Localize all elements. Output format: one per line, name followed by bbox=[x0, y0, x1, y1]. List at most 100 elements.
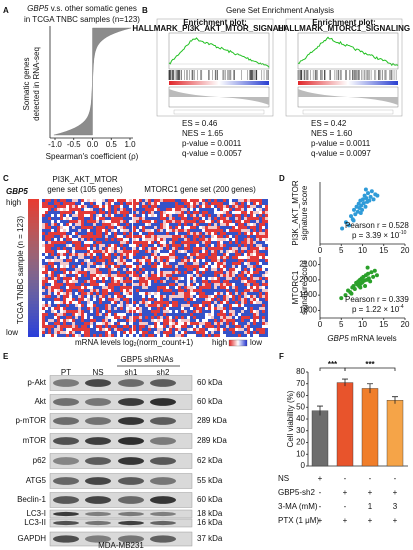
heatmap-cell bbox=[196, 208, 199, 211]
heatmap-cell bbox=[193, 322, 196, 325]
heatmap-cell bbox=[93, 319, 96, 322]
heatmap-cell bbox=[66, 226, 69, 229]
heatmap-cell bbox=[178, 220, 181, 223]
heatmap-cell bbox=[48, 319, 51, 322]
heatmap-cell bbox=[202, 331, 205, 334]
heatmap-cell bbox=[96, 244, 99, 247]
heatmap-cell bbox=[220, 334, 223, 337]
gbp5-strip-cell bbox=[28, 292, 39, 295]
heatmap-cell bbox=[190, 220, 193, 223]
heatmap-cell bbox=[262, 274, 265, 277]
heatmap-cell bbox=[99, 307, 102, 310]
heatmap-cell bbox=[69, 298, 72, 301]
heatmap-cell bbox=[81, 274, 84, 277]
heatmap-cell bbox=[205, 247, 208, 250]
heatmap-cell bbox=[226, 220, 229, 223]
heatmap-cell bbox=[75, 220, 78, 223]
heatmap-cell bbox=[217, 244, 220, 247]
heatmap-cell bbox=[96, 262, 99, 265]
heatmap-cell bbox=[244, 331, 247, 334]
heatmap-cell bbox=[232, 325, 235, 328]
heatmap-cell bbox=[139, 325, 142, 328]
heatmap-cell bbox=[72, 262, 75, 265]
heatmap-cell bbox=[259, 325, 262, 328]
heatmap-cell bbox=[139, 331, 142, 334]
heatmap-cell bbox=[48, 202, 51, 205]
heatmap-cell bbox=[247, 295, 250, 298]
heatmap-cell bbox=[241, 202, 244, 205]
heatmap-cell bbox=[75, 208, 78, 211]
heatmap-cell bbox=[99, 304, 102, 307]
heatmap-cell bbox=[184, 334, 187, 337]
heatmap-cell bbox=[259, 253, 262, 256]
heatmap-cell bbox=[256, 283, 259, 286]
heatmap-cell bbox=[129, 268, 132, 271]
heatmap-cell bbox=[208, 307, 211, 310]
heatmap-cell bbox=[108, 208, 111, 211]
heatmap-cell bbox=[69, 292, 72, 295]
heatmap-cell bbox=[175, 286, 178, 289]
heatmap-cell bbox=[181, 322, 184, 325]
heatmap-cell bbox=[114, 298, 117, 301]
heatmap-cell bbox=[235, 214, 238, 217]
treatment-cell: 3 bbox=[393, 502, 398, 511]
heatmap-cell bbox=[142, 283, 145, 286]
gsea-stat: p-value = 0.0011 bbox=[182, 139, 242, 148]
heatmap-cell bbox=[84, 229, 87, 232]
heatmap-cell bbox=[63, 298, 66, 301]
heatmap-cell bbox=[142, 319, 145, 322]
heatmap-cell bbox=[57, 214, 60, 217]
heatmap-cell bbox=[184, 232, 187, 235]
heatmap-cell bbox=[262, 286, 265, 289]
heatmap-cell bbox=[166, 322, 169, 325]
heatmap-cell bbox=[111, 295, 114, 298]
heatmap-cell bbox=[154, 295, 157, 298]
heatmap-cell bbox=[108, 241, 111, 244]
heatmap-cell bbox=[69, 208, 72, 211]
heatmap-cell bbox=[57, 322, 60, 325]
heatmap-cell bbox=[202, 310, 205, 313]
legend-text: (norm_count+1) bbox=[136, 338, 193, 347]
heatmap-cell bbox=[229, 307, 232, 310]
heatmap-cell bbox=[87, 241, 90, 244]
heatmap-cell bbox=[93, 328, 96, 331]
heatmap-cell bbox=[57, 262, 60, 265]
heatmap-cell bbox=[166, 241, 169, 244]
heatmap-cell bbox=[244, 199, 247, 202]
heatmap-cell bbox=[90, 304, 93, 307]
heatmap-cell bbox=[84, 241, 87, 244]
heatmap-cell bbox=[235, 322, 238, 325]
y-tick-label: 30 bbox=[296, 426, 305, 435]
heatmap-cell bbox=[66, 250, 69, 253]
heatmap-cell bbox=[75, 334, 78, 337]
heatmap-cell bbox=[202, 205, 205, 208]
heatmap-cell bbox=[163, 238, 166, 241]
heatmap-cell bbox=[250, 310, 253, 313]
heatmap-cell bbox=[253, 214, 256, 217]
heatmap-cell bbox=[214, 289, 217, 292]
heatmap-cell bbox=[247, 277, 250, 280]
heatmap-cell bbox=[105, 274, 108, 277]
heatmap-cell bbox=[99, 310, 102, 313]
heatmap-cell bbox=[202, 223, 205, 226]
heatmap-cell bbox=[223, 280, 226, 283]
heatmap-cell bbox=[163, 322, 166, 325]
heatmap-cell bbox=[69, 214, 72, 217]
heatmap-cell bbox=[208, 229, 211, 232]
heatmap-cell bbox=[63, 226, 66, 229]
heatmap-cell bbox=[99, 244, 102, 247]
heatmap-cell bbox=[87, 262, 90, 265]
heatmap-cell bbox=[235, 259, 238, 262]
heatmap-cell bbox=[229, 220, 232, 223]
heatmap-cell bbox=[139, 316, 142, 319]
heatmap-cell bbox=[136, 331, 139, 334]
heatmap-cell bbox=[157, 289, 160, 292]
heatmap-cell bbox=[151, 295, 154, 298]
blot-band bbox=[150, 520, 176, 526]
heatmap-cell bbox=[250, 232, 253, 235]
bar bbox=[336, 382, 354, 467]
heatmap-cell bbox=[184, 235, 187, 238]
heatmap-cell bbox=[60, 289, 63, 292]
heatmap-cell bbox=[139, 205, 142, 208]
heatmap-cell bbox=[253, 292, 256, 295]
